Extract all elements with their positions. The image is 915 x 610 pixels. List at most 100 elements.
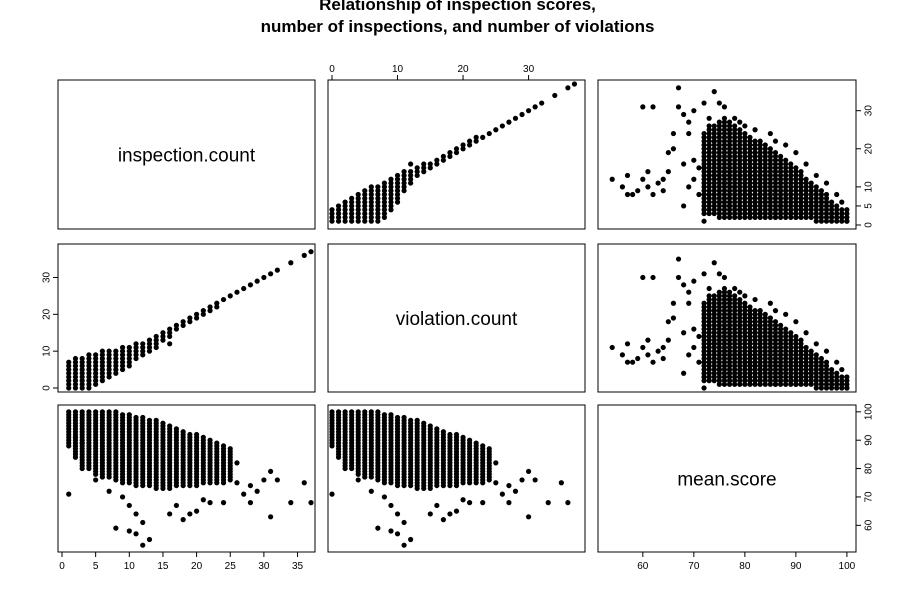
point-657 xyxy=(752,127,758,133)
point-297 xyxy=(732,153,738,160)
point-936 xyxy=(721,326,728,332)
point-748 xyxy=(106,370,112,376)
point-1192 xyxy=(783,352,789,358)
point-737 xyxy=(93,352,99,358)
point-474 xyxy=(777,214,784,220)
point-1075 xyxy=(752,355,758,362)
point-1031 xyxy=(742,352,748,358)
point-805 xyxy=(193,315,200,321)
point-1937 xyxy=(187,511,193,517)
point-442 xyxy=(767,195,773,201)
point-340 xyxy=(742,176,748,182)
point-311 xyxy=(737,195,743,201)
point-705 xyxy=(72,370,79,376)
point-58 xyxy=(375,195,381,201)
point-1933 xyxy=(288,500,294,506)
point-499 xyxy=(783,184,789,190)
point-60 xyxy=(388,195,394,201)
point-1374 xyxy=(711,341,717,347)
point-216 xyxy=(716,161,722,167)
point-677 xyxy=(752,195,758,201)
left-axis-violation-tick-label-20: 20 xyxy=(42,308,53,320)
point-1338 xyxy=(665,337,671,343)
point-1924 xyxy=(234,480,240,486)
point-868 xyxy=(706,300,712,306)
point-764 xyxy=(119,359,126,365)
point-886 xyxy=(711,322,717,328)
point-1161 xyxy=(772,337,779,343)
point-134 xyxy=(701,203,707,209)
point-16 xyxy=(381,214,388,220)
point-864 xyxy=(706,315,712,321)
point-1180 xyxy=(777,333,784,340)
point-1299 xyxy=(834,370,840,376)
point-181 xyxy=(711,199,717,205)
point-718 xyxy=(79,355,85,362)
point-620 xyxy=(645,184,651,190)
point-176 xyxy=(706,127,712,133)
point-315 xyxy=(737,180,743,186)
point-153 xyxy=(701,130,707,137)
point-344 xyxy=(742,161,748,167)
point-516 xyxy=(788,180,794,186)
point-107 xyxy=(440,157,446,163)
point-371 xyxy=(747,146,753,152)
point-782 xyxy=(140,344,146,351)
point-183 xyxy=(711,191,717,198)
point-1334 xyxy=(721,274,728,281)
point-62 xyxy=(355,191,361,198)
point-600 xyxy=(828,203,835,209)
point-715 xyxy=(79,366,85,373)
point-47 xyxy=(355,199,361,205)
point-160 xyxy=(706,188,712,194)
point-1318 xyxy=(665,319,671,325)
point-74 xyxy=(394,188,401,194)
point-90 xyxy=(408,176,414,182)
point-587 xyxy=(818,188,824,194)
point-246 xyxy=(721,146,728,152)
point-921 xyxy=(721,381,728,387)
point-804 xyxy=(187,315,193,321)
point-187 xyxy=(711,176,717,182)
point-605 xyxy=(834,207,840,213)
point-1313 xyxy=(645,352,651,358)
point-205 xyxy=(716,203,722,209)
point-1320 xyxy=(670,300,677,306)
point-518 xyxy=(788,172,794,179)
point-943 xyxy=(721,300,728,306)
point-903 xyxy=(716,352,722,358)
point-343 xyxy=(742,165,748,171)
point-200 xyxy=(711,127,717,133)
point-46 xyxy=(349,199,355,205)
point-1179 xyxy=(777,337,784,343)
point-524 xyxy=(793,207,799,213)
point-1106 xyxy=(757,319,763,325)
point-180 xyxy=(711,203,717,209)
point-842 xyxy=(701,315,707,321)
point-1175 xyxy=(777,352,784,358)
point-646 xyxy=(640,176,646,182)
point-261 xyxy=(726,191,733,198)
point-941 xyxy=(721,308,728,314)
point-1145 xyxy=(767,326,773,332)
point-2397 xyxy=(460,434,466,440)
point-787 xyxy=(146,337,153,343)
point-845 xyxy=(701,304,707,310)
point-720 xyxy=(86,381,92,387)
point-3 xyxy=(349,218,355,224)
point-1268 xyxy=(813,363,819,369)
point-1024 xyxy=(742,378,748,384)
point-523 xyxy=(793,210,799,217)
point-761 xyxy=(113,348,119,354)
point-948 xyxy=(726,381,733,387)
point-2480 xyxy=(512,488,519,494)
point-2485 xyxy=(545,500,551,506)
point-1004 xyxy=(737,363,743,369)
point-812 xyxy=(214,300,220,306)
point-809 xyxy=(207,308,213,314)
point-806 xyxy=(193,311,200,317)
point-353 xyxy=(747,214,753,220)
right-axis-score-tick-label-80: 80 xyxy=(864,463,875,475)
